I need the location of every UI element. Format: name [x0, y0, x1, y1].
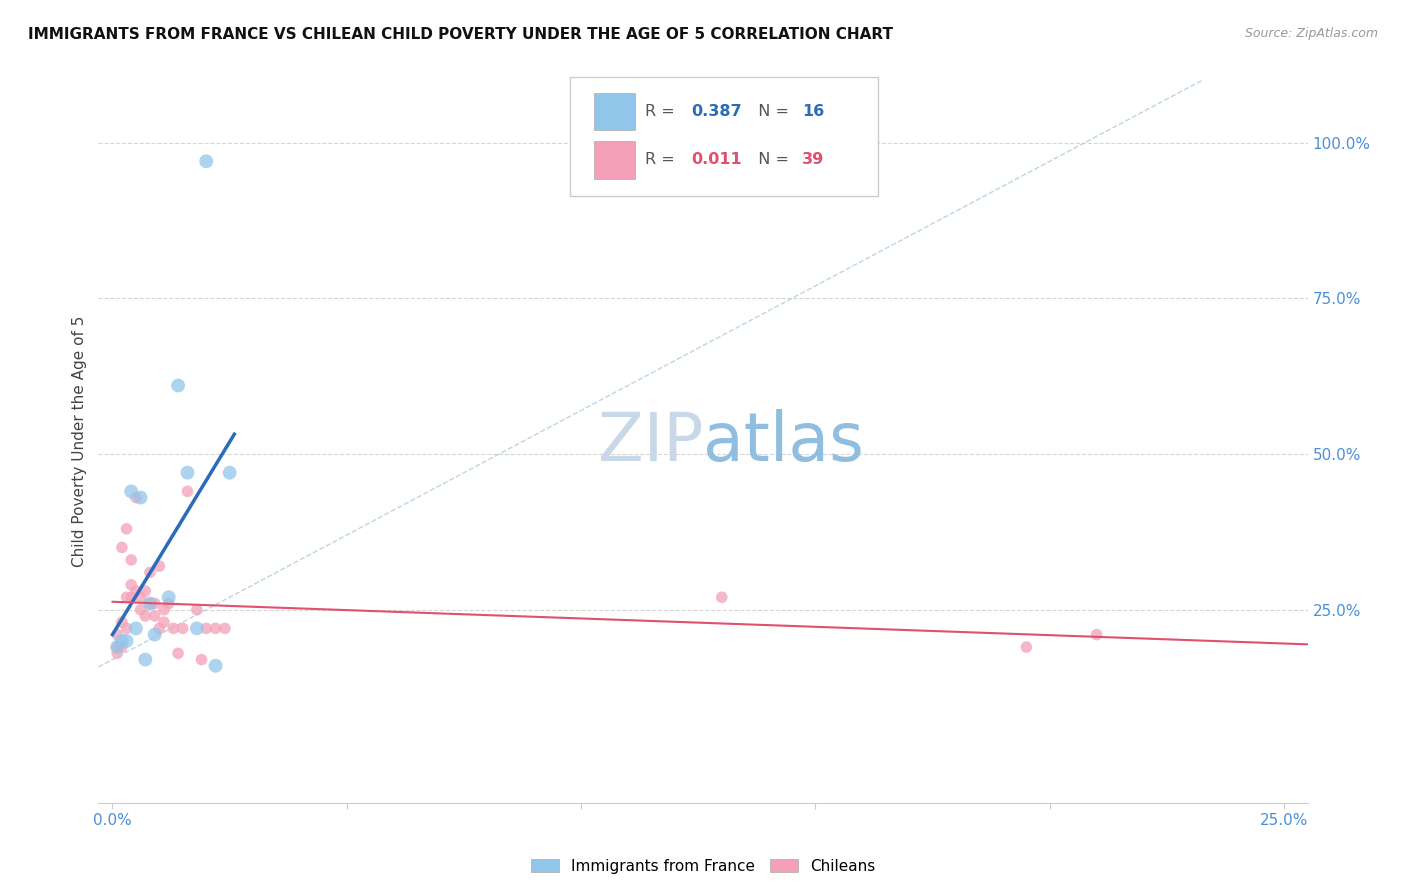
- Text: atlas: atlas: [703, 409, 863, 475]
- Point: [120, 591, 142, 605]
- Point: [167, 646, 190, 660]
- Point: [120, 578, 142, 592]
- Point: [176, 484, 198, 499]
- Point: [153, 615, 176, 630]
- Point: [105, 640, 128, 654]
- Point: [105, 640, 128, 654]
- Point: [162, 621, 184, 635]
- Point: [139, 597, 162, 611]
- Text: R =: R =: [645, 153, 681, 168]
- Point: [1085, 627, 1108, 641]
- Point: [148, 559, 170, 574]
- Point: [172, 621, 194, 635]
- Text: 0.011: 0.011: [690, 153, 741, 168]
- Point: [176, 466, 198, 480]
- Point: [157, 591, 180, 605]
- Y-axis label: Child Poverty Under the Age of 5: Child Poverty Under the Age of 5: [72, 316, 87, 567]
- Point: [111, 640, 134, 654]
- Point: [115, 591, 138, 605]
- Point: [143, 609, 166, 624]
- Point: [115, 522, 138, 536]
- Text: ZIP: ZIP: [598, 409, 703, 475]
- Point: [204, 658, 226, 673]
- Point: [129, 591, 152, 605]
- Point: [111, 633, 134, 648]
- Point: [111, 541, 134, 555]
- FancyBboxPatch shape: [595, 93, 636, 130]
- Point: [157, 597, 180, 611]
- Text: N =: N =: [748, 153, 794, 168]
- Point: [214, 621, 236, 635]
- Point: [139, 566, 162, 580]
- Point: [195, 154, 218, 169]
- Point: [148, 621, 170, 635]
- Point: [105, 646, 128, 660]
- Point: [125, 621, 148, 635]
- Point: [186, 621, 208, 635]
- Text: IMMIGRANTS FROM FRANCE VS CHILEAN CHILD POVERTY UNDER THE AGE OF 5 CORRELATION C: IMMIGRANTS FROM FRANCE VS CHILEAN CHILD …: [28, 27, 893, 42]
- Point: [115, 633, 138, 648]
- Point: [143, 597, 166, 611]
- Point: [134, 609, 156, 624]
- Point: [167, 378, 190, 392]
- Point: [186, 603, 208, 617]
- Text: 16: 16: [803, 103, 824, 119]
- Point: [129, 603, 152, 617]
- Point: [111, 615, 134, 630]
- Point: [115, 621, 138, 635]
- Point: [190, 652, 212, 666]
- Text: N =: N =: [748, 103, 794, 119]
- Point: [120, 484, 142, 499]
- Point: [153, 603, 176, 617]
- Point: [710, 591, 733, 605]
- FancyBboxPatch shape: [595, 141, 636, 178]
- FancyBboxPatch shape: [569, 77, 879, 196]
- Point: [143, 627, 166, 641]
- Point: [125, 491, 148, 505]
- Point: [120, 553, 142, 567]
- Point: [1015, 640, 1038, 654]
- Point: [134, 652, 156, 666]
- Text: R =: R =: [645, 103, 681, 119]
- Point: [105, 627, 128, 641]
- Text: 39: 39: [803, 153, 824, 168]
- Point: [139, 597, 162, 611]
- Legend: Immigrants from France, Chileans: Immigrants from France, Chileans: [524, 853, 882, 880]
- Text: 0.387: 0.387: [690, 103, 741, 119]
- Text: Source: ZipAtlas.com: Source: ZipAtlas.com: [1244, 27, 1378, 40]
- Point: [218, 466, 240, 480]
- Point: [195, 621, 218, 635]
- Point: [129, 491, 152, 505]
- Point: [125, 584, 148, 599]
- Point: [204, 621, 226, 635]
- Point: [134, 584, 156, 599]
